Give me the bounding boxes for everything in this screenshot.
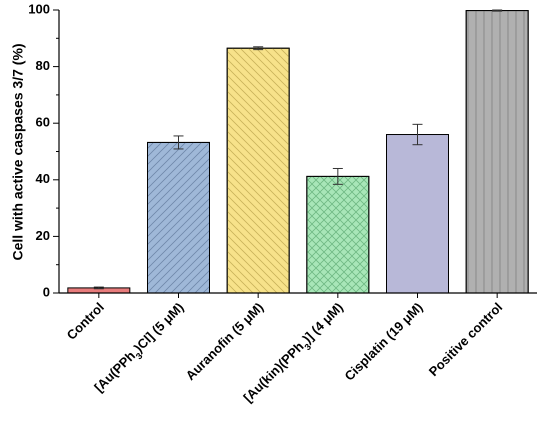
error-bar-au-kin-pph3	[332, 167, 343, 185]
x-tick-label-cisplatin: Cisplatin (19 μM)	[341, 300, 425, 384]
bar-hatch-auranofin	[226, 47, 290, 294]
y-tick-label: 60	[36, 115, 50, 130]
y-tick-label: 0	[43, 284, 50, 299]
x-tick-label-au-pph3-cl: [Au(PPh3)Cl] (5 μM)	[91, 300, 189, 398]
bar-hatch-au-pph3-cl	[147, 141, 210, 294]
x-tick-label-control: Control	[64, 300, 107, 343]
y-tick-label: 40	[36, 171, 50, 186]
y-tick-label: 100	[28, 1, 50, 16]
y-axis-title: Cell with active caspases 3/7 (%)	[10, 43, 26, 260]
x-tick-label-positive-control: Positive control	[426, 300, 506, 380]
error-bar-au-pph3-cl	[173, 135, 184, 150]
error-bar-cisplatin	[412, 123, 423, 146]
x-tick-label-auranofin: Auranofin (5 μM)	[183, 300, 267, 384]
bar-cisplatin	[386, 134, 449, 294]
bar-hatch-au-kin-pph3	[306, 175, 370, 294]
y-tick-label: 20	[36, 228, 50, 243]
error-bar-positive-control	[492, 9, 503, 12]
plot-area: Control[Au(PPh3)Cl] (5 μM)Auranofin (5 μ…	[28, 1, 537, 405]
error-bar-control	[93, 286, 104, 290]
y-tick-label: 80	[36, 58, 50, 73]
bar-hatch-positive-control	[465, 10, 529, 294]
error-bar-auranofin	[253, 46, 264, 51]
